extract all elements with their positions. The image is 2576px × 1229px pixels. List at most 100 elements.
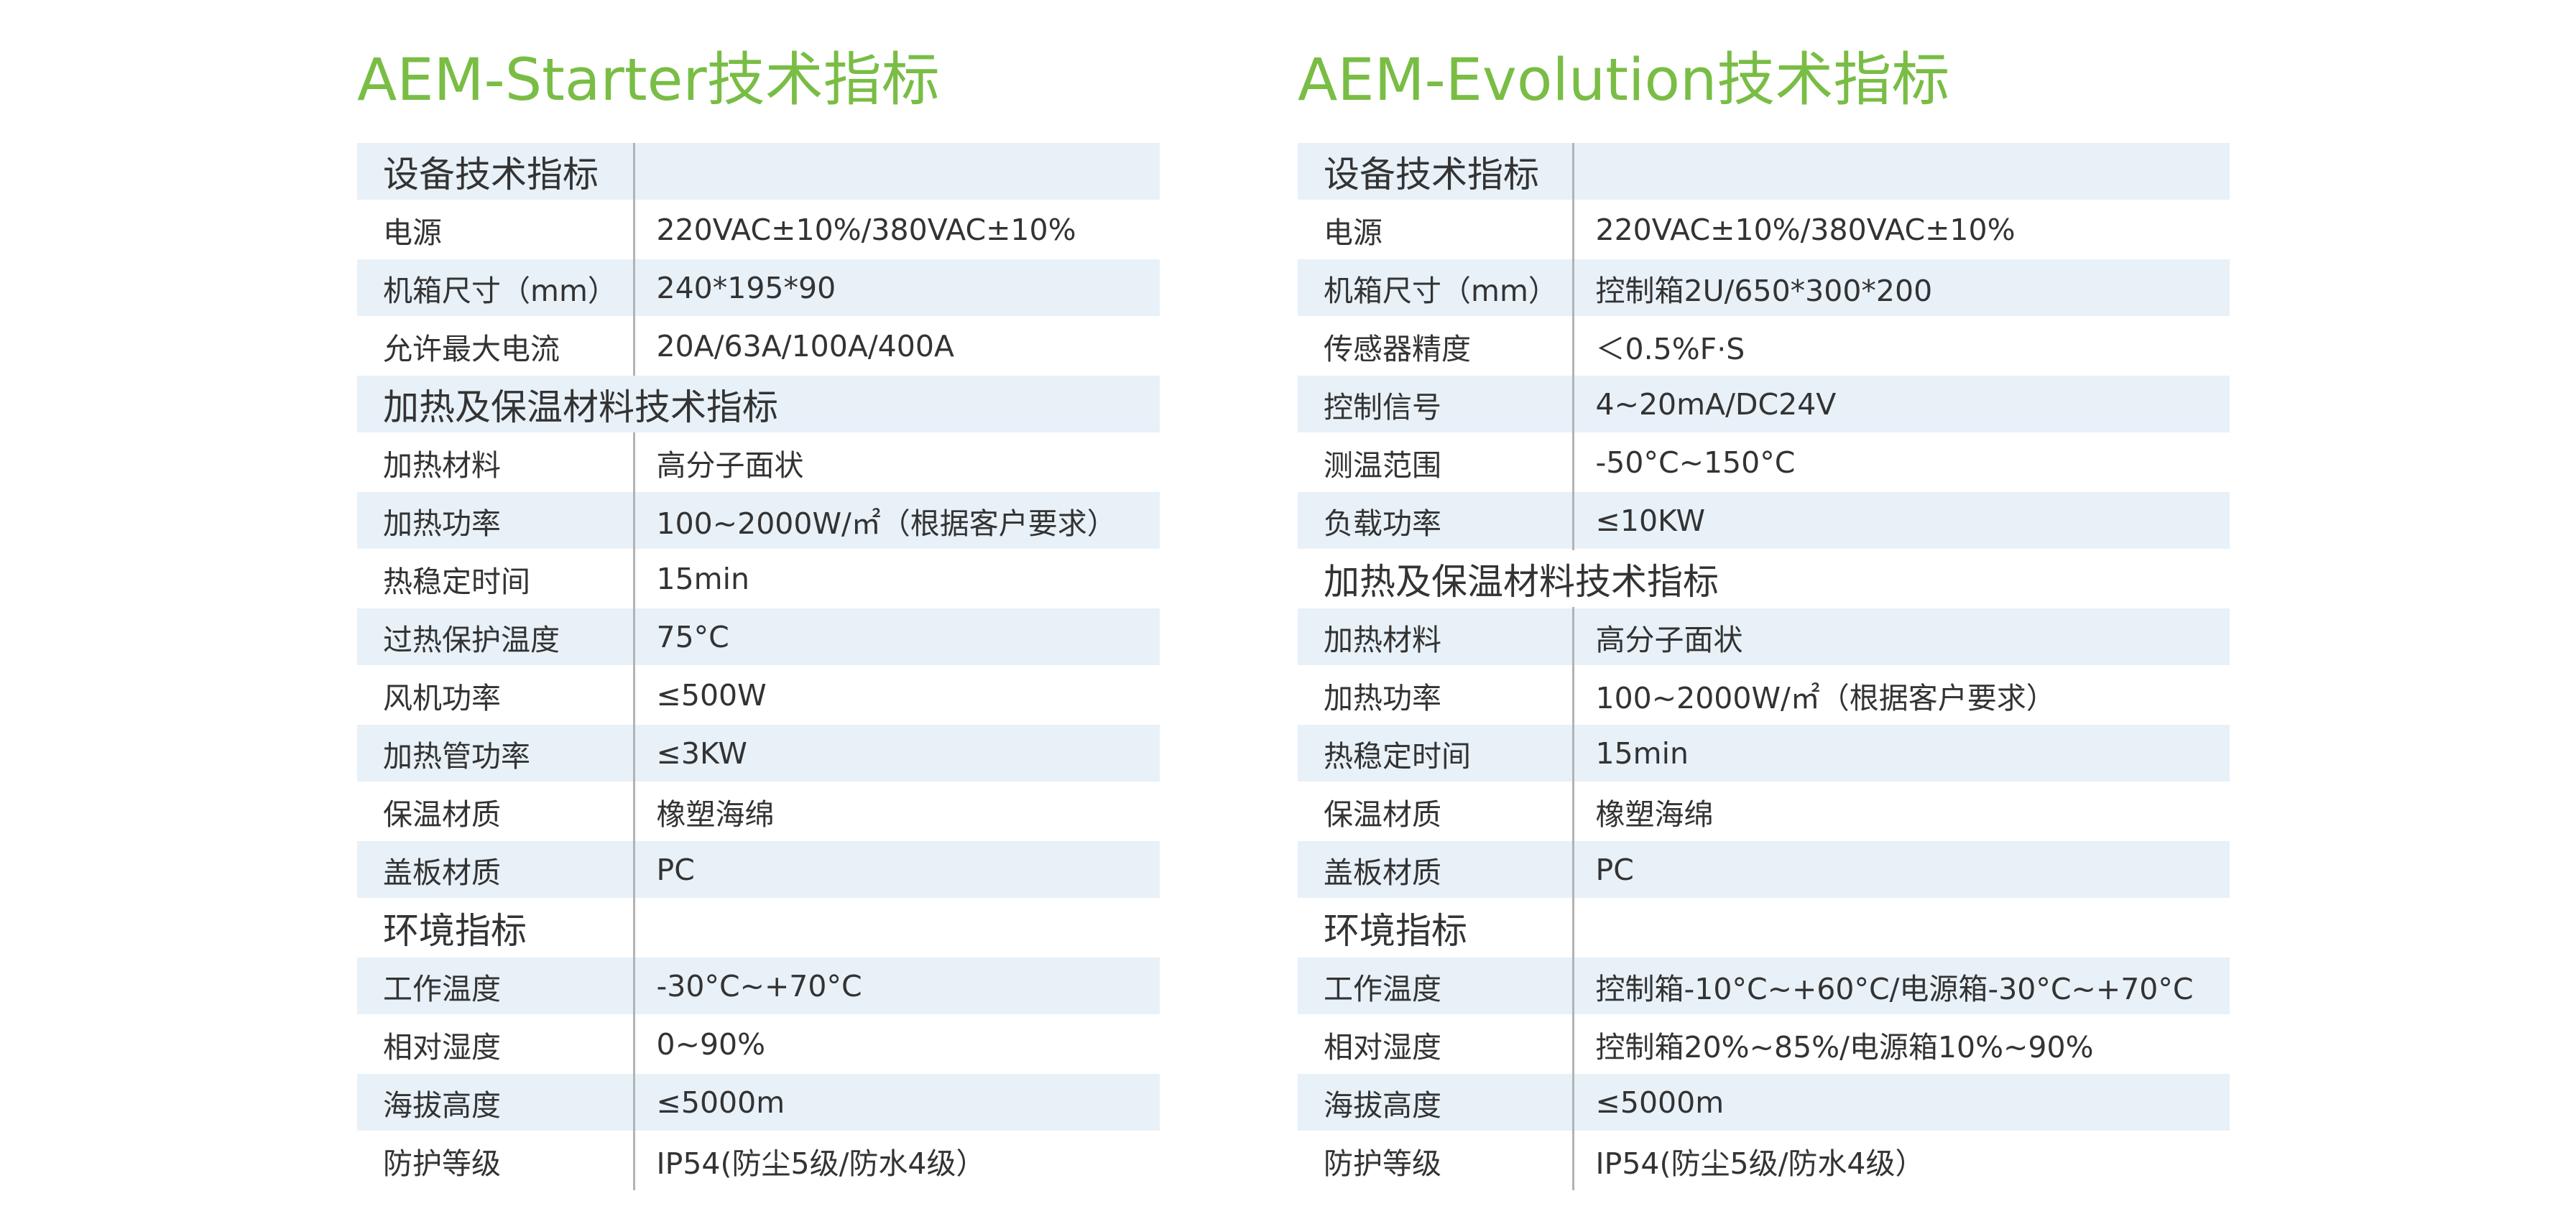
table-row: 盖板材质 PC — [357, 840, 1160, 899]
spec-value: -50°C~150°C — [1573, 433, 2230, 492]
table-row: 机箱尺寸（mm） 240*195*90 — [357, 259, 1160, 317]
table-row: 加热材料 高分子面状 — [357, 433, 1160, 492]
spec-label: 风机功率 — [357, 666, 635, 725]
spec-value: -30°C~+70°C — [634, 957, 1160, 1016]
section-row-heating: 加热及保温材料技术指标 — [1298, 549, 2230, 608]
spec-value: 控制箱20%~85%/电源箱10%~90% — [1573, 1015, 2230, 1074]
section-heading: 环境指标 — [357, 899, 635, 957]
table-row: 测温范围 -50°C~150°C — [1298, 433, 2230, 492]
spec-value: IP54(防尘5级/防水4级） — [1573, 1131, 2230, 1190]
spec-value: ≤5000m — [634, 1073, 1160, 1132]
table-row: 风机功率 ≤500W — [357, 666, 1160, 725]
table-row: 盖板材质 PC — [1298, 840, 2230, 899]
table-row: 相对湿度 控制箱20%~85%/电源箱10%~90% — [1298, 1015, 2230, 1074]
section-row-device: 设备技术指标 — [1298, 143, 2230, 201]
table-row: 热稳定时间 15min — [1298, 724, 2230, 783]
spec-value: 15min — [634, 549, 1160, 608]
spec-label: 传感器精度 — [1298, 317, 1574, 376]
spec-label: 负载功率 — [1298, 491, 1574, 550]
spec-value: 4~20mA/DC24V — [1573, 375, 2230, 434]
table-row: 防护等级 IP54(防尘5级/防水4级） — [1298, 1131, 2230, 1190]
table-row: 工作温度 控制箱-10°C~+60°C/电源箱-30°C~+70°C — [1298, 957, 2230, 1016]
spec-label: 允许最大电流 — [357, 317, 635, 376]
table-row: 允许最大电流 20A/63A/100A/400A — [357, 317, 1160, 376]
table-row: 传感器精度 ＜0.5%F·S — [1298, 317, 2230, 376]
table-row: 控制信号 4~20mA/DC24V — [1298, 375, 2230, 434]
starter-spec-table: 设备技术指标 电源 220VAC±10%/380VAC±10% 机箱尺寸（mm）… — [357, 143, 1160, 1190]
spec-label: 盖板材质 — [1298, 840, 1574, 899]
spec-value: 100~2000W/㎡（根据客户要求） — [634, 491, 1160, 550]
spec-label: 相对湿度 — [1298, 1015, 1574, 1074]
table-row: 保温材质 橡塑海绵 — [1298, 782, 2230, 841]
spec-label: 加热功率 — [357, 491, 635, 550]
section-heading: 加热及保温材料技术指标 — [357, 375, 1160, 434]
evolution-spec-table: 设备技术指标 电源 220VAC±10%/380VAC±10% 机箱尺寸（mm）… — [1298, 143, 2230, 1190]
spec-label: 加热材料 — [1298, 608, 1574, 667]
spec-value: 橡塑海绵 — [1573, 782, 2230, 841]
section-row-device: 设备技术指标 — [357, 143, 1160, 201]
section-heading: 设备技术指标 — [1298, 143, 1574, 201]
spec-value: 高分子面状 — [1573, 608, 2230, 667]
spec-value: ≤500W — [634, 666, 1160, 725]
spec-value: 100~2000W/㎡（根据客户要求） — [1573, 666, 2230, 725]
spec-label: 过热保护温度 — [357, 608, 635, 667]
spec-label: 机箱尺寸（mm） — [357, 259, 635, 317]
table-row: 过热保护温度 75°C — [357, 608, 1160, 667]
section-row-heating: 加热及保温材料技术指标 — [357, 375, 1160, 434]
starter-title: AEM-Starter技术指标 — [357, 47, 940, 114]
spec-value: 高分子面状 — [634, 433, 1160, 492]
spec-value: 0~90% — [634, 1015, 1160, 1074]
spec-label: 工作温度 — [1298, 957, 1574, 1016]
section-heading: 设备技术指标 — [357, 143, 635, 201]
spec-label: 测温范围 — [1298, 433, 1574, 492]
spec-value: 20A/63A/100A/400A — [634, 317, 1160, 376]
evolution-title: AEM-Evolution技术指标 — [1298, 47, 1950, 114]
table-row: 海拔高度 ≤5000m — [1298, 1073, 2230, 1132]
spec-value: 220VAC±10%/380VAC±10% — [634, 200, 1160, 259]
spec-value: ≤10KW — [1573, 491, 2230, 550]
spec-label: 海拔高度 — [357, 1073, 635, 1132]
table-row: 相对湿度 0~90% — [357, 1015, 1160, 1074]
table-row: 保温材质 橡塑海绵 — [357, 782, 1160, 841]
spec-value: 橡塑海绵 — [634, 782, 1160, 841]
spec-label: 加热功率 — [1298, 666, 1574, 725]
spec-value: PC — [1573, 840, 2230, 899]
spec-value: 15min — [1573, 724, 2230, 783]
spec-label: 加热管功率 — [357, 724, 635, 783]
table-row: 负载功率 ≤10KW — [1298, 491, 2230, 550]
spec-value: ＜0.5%F·S — [1573, 317, 2230, 376]
table-row: 热稳定时间 15min — [357, 549, 1160, 608]
spec-label: 盖板材质 — [357, 840, 635, 899]
spec-label: 加热材料 — [357, 433, 635, 492]
spec-label: 热稳定时间 — [357, 549, 635, 608]
spec-label: 相对湿度 — [357, 1015, 635, 1074]
spec-value: 240*195*90 — [634, 259, 1160, 317]
spec-value: 控制箱2U/650*300*200 — [1573, 259, 2230, 317]
section-heading: 环境指标 — [1298, 899, 1574, 957]
spec-label: 保温材质 — [357, 782, 635, 841]
spec-label: 电源 — [1298, 200, 1574, 259]
section-row-environment: 环境指标 — [1298, 899, 2230, 957]
table-row: 电源 220VAC±10%/380VAC±10% — [357, 200, 1160, 259]
table-row: 加热功率 100~2000W/㎡（根据客户要求） — [357, 491, 1160, 550]
spec-label: 机箱尺寸（mm） — [1298, 259, 1574, 317]
spec-value: ≤3KW — [634, 724, 1160, 783]
spec-label: 控制信号 — [1298, 375, 1574, 434]
spec-value: 控制箱-10°C~+60°C/电源箱-30°C~+70°C — [1573, 957, 2230, 1016]
spec-label: 海拔高度 — [1298, 1073, 1574, 1132]
spec-label: 保温材质 — [1298, 782, 1574, 841]
table-row: 机箱尺寸（mm） 控制箱2U/650*300*200 — [1298, 259, 2230, 317]
table-row: 工作温度 -30°C~+70°C — [357, 957, 1160, 1016]
spec-label: 防护等级 — [1298, 1131, 1574, 1190]
section-heading: 加热及保温材料技术指标 — [1298, 549, 2230, 608]
table-row: 加热管功率 ≤3KW — [357, 724, 1160, 783]
table-row: 防护等级 IP54(防尘5级/防水4级） — [357, 1131, 1160, 1190]
table-row: 海拔高度 ≤5000m — [357, 1073, 1160, 1132]
table-row: 加热功率 100~2000W/㎡（根据客户要求） — [1298, 666, 2230, 725]
section-row-environment: 环境指标 — [357, 899, 1160, 957]
spec-label: 热稳定时间 — [1298, 724, 1574, 783]
spec-value: IP54(防尘5级/防水4级） — [634, 1131, 1160, 1190]
spec-value: PC — [634, 840, 1160, 899]
spec-label: 防护等级 — [357, 1131, 635, 1190]
spec-value: ≤5000m — [1573, 1073, 2230, 1132]
